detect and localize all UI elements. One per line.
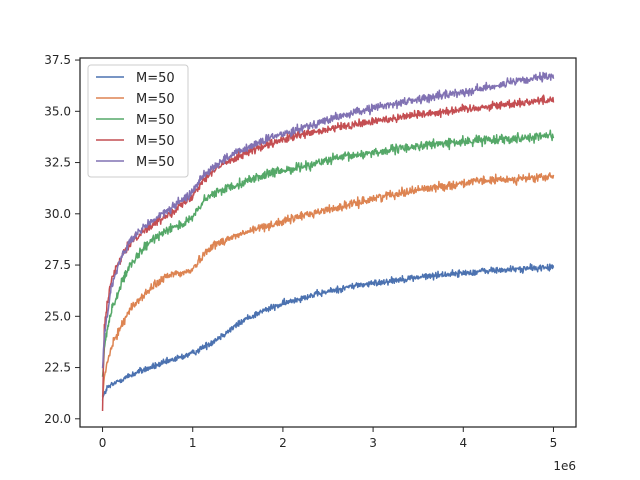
x-tick-label: 4 [459, 436, 467, 450]
series-line-4 [101, 94, 555, 411]
x-axis: 0 1 2 3 4 5 [99, 427, 558, 450]
y-tick-label: 30.0 [44, 207, 71, 221]
legend-label: M=50 [136, 155, 175, 170]
y-tick-label: 37.5 [44, 53, 71, 67]
y-tick-label: 22.5 [44, 361, 71, 375]
y-tick-label: 27.5 [44, 258, 71, 272]
plot-frame [79, 57, 577, 428]
y-axis: 20.0 22.5 25.0 27.5 30.0 32.5 35.0 37.5 [44, 53, 80, 426]
legend-box [87, 64, 189, 178]
legend-label: M=50 [136, 92, 175, 107]
legend-label: M=50 [136, 71, 175, 86]
series-line-2 [101, 172, 555, 397]
legend: M=50 M=50 M=50 M=50 M=50 [87, 64, 189, 178]
x-tick-label: 1 [189, 436, 197, 450]
series-line-1 [101, 263, 555, 401]
x-offset-label: 1e6 [553, 459, 576, 473]
x-tick-label: 0 [99, 436, 107, 450]
y-tick-label: 25.0 [44, 309, 71, 323]
series-line-5 [101, 71, 555, 369]
legend-label: M=50 [136, 113, 175, 128]
y-tick-label: 35.0 [44, 104, 71, 118]
y-tick-label: 32.5 [44, 156, 71, 170]
x-tick-label: 2 [279, 436, 287, 450]
x-tick-label: 5 [550, 436, 558, 450]
y-tick-label: 20.0 [44, 412, 71, 426]
series-layer [101, 71, 555, 411]
series-line-3 [101, 129, 555, 377]
x-tick-label: 3 [369, 436, 377, 450]
legend-label: M=50 [136, 134, 175, 149]
